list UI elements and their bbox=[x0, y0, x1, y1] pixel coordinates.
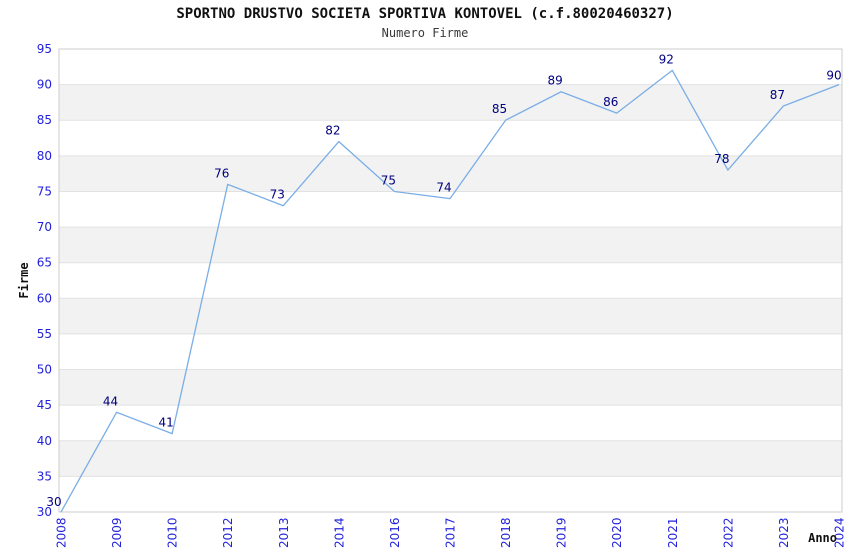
plot-band bbox=[59, 262, 842, 299]
plot-band bbox=[59, 440, 842, 477]
chart-title: SPORTNO DRUSTVO SOCIETA SPORTIVA KONTOVE… bbox=[176, 6, 674, 22]
data-point-label: 92 bbox=[659, 52, 674, 66]
plot-band bbox=[59, 227, 842, 263]
plot-band bbox=[59, 84, 842, 121]
x-tick-label: 2016 bbox=[388, 517, 402, 548]
plot-band bbox=[59, 120, 842, 156]
y-axis-title: Firme bbox=[17, 262, 31, 298]
x-tick-label: 2014 bbox=[332, 517, 346, 548]
plot-band bbox=[59, 49, 842, 85]
data-point-label: 86 bbox=[603, 95, 618, 109]
x-tick-label: 2023 bbox=[777, 517, 791, 548]
y-tick-label: 60 bbox=[37, 291, 52, 305]
data-point-label: 89 bbox=[548, 74, 563, 88]
data-point-label: 85 bbox=[492, 102, 507, 116]
data-point-label: 41 bbox=[159, 416, 174, 430]
data-point-label: 73 bbox=[270, 188, 285, 202]
y-tick-label: 40 bbox=[37, 434, 52, 448]
x-tick-label: 2013 bbox=[277, 517, 291, 548]
y-tick-label: 75 bbox=[37, 184, 52, 198]
x-axis-title: Anno bbox=[808, 531, 837, 545]
plot-band bbox=[59, 155, 842, 192]
data-point-label: 87 bbox=[770, 88, 785, 102]
chart-subtitle: Numero Firme bbox=[381, 26, 469, 40]
plot-band bbox=[59, 298, 842, 334]
x-tick-label: 2012 bbox=[221, 517, 235, 548]
y-tick-label: 35 bbox=[37, 469, 52, 483]
x-tick-label: 2008 bbox=[55, 517, 69, 548]
plot-band bbox=[59, 333, 842, 370]
x-tick-label: 2018 bbox=[499, 517, 513, 548]
data-point-label: 76 bbox=[214, 166, 229, 180]
x-tick-label: 2009 bbox=[110, 517, 124, 548]
y-tick-label: 50 bbox=[37, 363, 52, 377]
x-tick-label: 2020 bbox=[610, 517, 624, 548]
data-point-label: 74 bbox=[436, 181, 451, 195]
data-point-label: 44 bbox=[103, 394, 118, 408]
data-point-label: 30 bbox=[46, 495, 61, 509]
x-tick-label: 2017 bbox=[444, 517, 458, 548]
plot-band bbox=[59, 405, 842, 441]
y-tick-label: 55 bbox=[37, 327, 52, 341]
y-tick-label: 80 bbox=[37, 149, 52, 163]
plot-border bbox=[58, 48, 843, 513]
data-point-label: 90 bbox=[826, 69, 841, 83]
data-line bbox=[60, 69, 840, 513]
x-tick-label: 2024 bbox=[833, 517, 847, 548]
x-tick-label: 2019 bbox=[555, 517, 569, 548]
data-point-label: 82 bbox=[325, 124, 340, 138]
y-tick-label: 95 bbox=[37, 42, 52, 56]
x-tick-label: 2022 bbox=[721, 517, 735, 548]
plot-band bbox=[59, 476, 842, 512]
y-tick-label: 70 bbox=[37, 220, 52, 234]
plot-band bbox=[59, 369, 842, 406]
y-tick-label: 30 bbox=[37, 505, 52, 519]
y-tick-label: 90 bbox=[37, 78, 52, 92]
x-tick-label: 2010 bbox=[166, 517, 180, 548]
y-tick-label: 85 bbox=[37, 113, 52, 127]
data-point-label: 78 bbox=[714, 152, 729, 166]
y-tick-label: 45 bbox=[37, 398, 52, 412]
x-tick-label: 2021 bbox=[666, 517, 680, 548]
y-tick-label: 65 bbox=[37, 256, 52, 270]
data-point-label: 75 bbox=[381, 173, 396, 187]
